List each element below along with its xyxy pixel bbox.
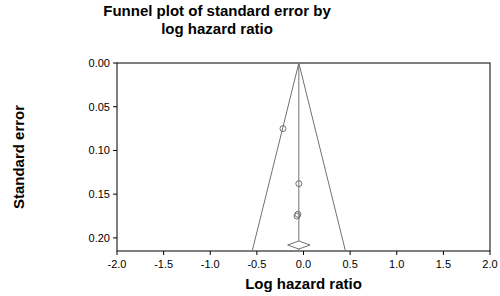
x-tick: [256, 251, 257, 255]
study-point: [295, 211, 301, 217]
y-tick-label: 0.00: [89, 57, 110, 69]
funnel-line: [252, 63, 345, 251]
x-tick-label: 0.5: [342, 258, 357, 270]
x-tick: [163, 251, 164, 255]
x-tick-label: 1.0: [389, 258, 404, 270]
chart: Funnel plot of standard error bylog haza…: [0, 0, 500, 296]
x-tick: [117, 251, 118, 255]
x-tick: [396, 251, 397, 255]
y-tick: [113, 150, 117, 151]
x-tick: [490, 251, 491, 255]
y-axis-title: Standard error: [10, 105, 27, 209]
x-tick: [350, 251, 351, 255]
y-tick: [113, 237, 117, 238]
x-tick: [210, 251, 211, 255]
study-point: [296, 181, 302, 187]
x-tick-label: 2.0: [482, 258, 497, 270]
x-tick: [443, 251, 444, 255]
plot-area: [252, 63, 345, 251]
pooled-diamond: [288, 241, 310, 249]
y-tick-label: 0.05: [89, 101, 110, 113]
y-tick: [113, 194, 117, 195]
x-axis-title: Log hazard ratio: [245, 275, 362, 292]
y-tick-label: 0.10: [89, 144, 110, 156]
x-tick-label: -0.5: [247, 258, 266, 270]
x-tick-label: -1.5: [154, 258, 173, 270]
y-tick-label: 0.20: [89, 232, 110, 244]
y-tick: [113, 106, 117, 107]
study-point: [280, 126, 286, 132]
y-tick: [113, 63, 117, 64]
pooled-line: [298, 63, 299, 251]
x-tick: [303, 251, 304, 255]
title: Funnel plot of standard error by: [103, 2, 331, 19]
y-tick-label: 0.15: [89, 188, 110, 200]
title: log hazard ratio: [161, 20, 273, 37]
plot-frame: [117, 63, 490, 251]
x-tick-label: 0.0: [296, 258, 311, 270]
x-tick-label: 1.5: [436, 258, 451, 270]
x-tick-label: -1.0: [201, 258, 220, 270]
x-tick-label: -2.0: [108, 258, 127, 270]
